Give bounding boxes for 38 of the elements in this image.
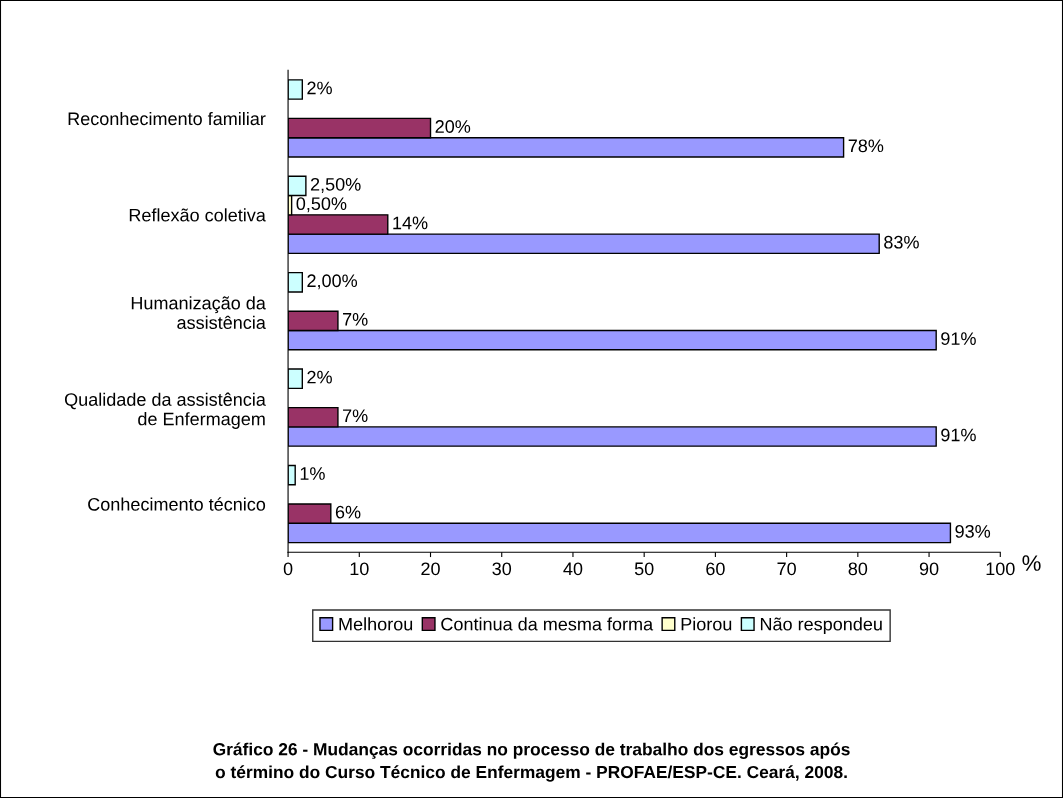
y-tick-label: Humanização da assistência — [131, 296, 266, 330]
data-label: 91% — [941, 332, 976, 345]
x-tick-label: 30 — [492, 562, 512, 576]
data-label: 91% — [941, 428, 976, 442]
data-label: 2% — [307, 81, 332, 95]
y-tick-label: Reconhecimento familiar — [68, 111, 266, 126]
x-tick-label: 10 — [350, 562, 369, 576]
data-label: 2,50% — [310, 177, 361, 193]
data-label: 2,00% — [307, 274, 358, 290]
x-tick-label: 50 — [634, 562, 654, 576]
data-label: 83% — [884, 235, 919, 249]
data-label: 0,50% — [296, 197, 347, 213]
y-tick-label: Reflexão coletiva — [129, 208, 266, 222]
y-tick-label: Qualidade da assistência de Enfermagem — [64, 392, 266, 429]
data-label: 14% — [393, 216, 428, 230]
x-tick-label: 100 — [986, 562, 1015, 576]
data-label: 2% — [307, 370, 332, 384]
data-label: 7% — [343, 409, 368, 423]
x-axis-title: % — [1022, 555, 1041, 571]
y-tick-label: Conhecimento técnico — [88, 497, 266, 511]
legend-label: Melhorou — [339, 617, 413, 631]
legend-label: Piorou — [681, 617, 732, 631]
x-tick-label: 20 — [421, 562, 440, 576]
x-tick-label: 40 — [563, 562, 583, 576]
data-label: 78% — [848, 139, 884, 153]
x-tick-label: 60 — [706, 562, 725, 576]
data-label: 6% — [335, 505, 361, 519]
legend-label: Não respondeu — [760, 617, 882, 635]
x-tick-label: 90 — [919, 562, 939, 576]
data-label: 93% — [955, 525, 991, 538]
x-tick-label: 70 — [777, 562, 796, 576]
x-tick-label: 80 — [848, 562, 868, 576]
data-label: 20% — [435, 120, 471, 133]
legend-label: Continua da mesma forma — [441, 617, 654, 631]
data-label: 7% — [343, 313, 368, 326]
x-tick-label: 0 — [283, 562, 293, 576]
data-label: 1% — [300, 467, 325, 480]
text: Gráfico 26 - Mudanças ocorridas no processo de trabalho dos egressos após o término do Curso Técnico de Enfermagem - PROFAE/ESP-CE. Ceará, 2008. — [213, 742, 850, 782]
